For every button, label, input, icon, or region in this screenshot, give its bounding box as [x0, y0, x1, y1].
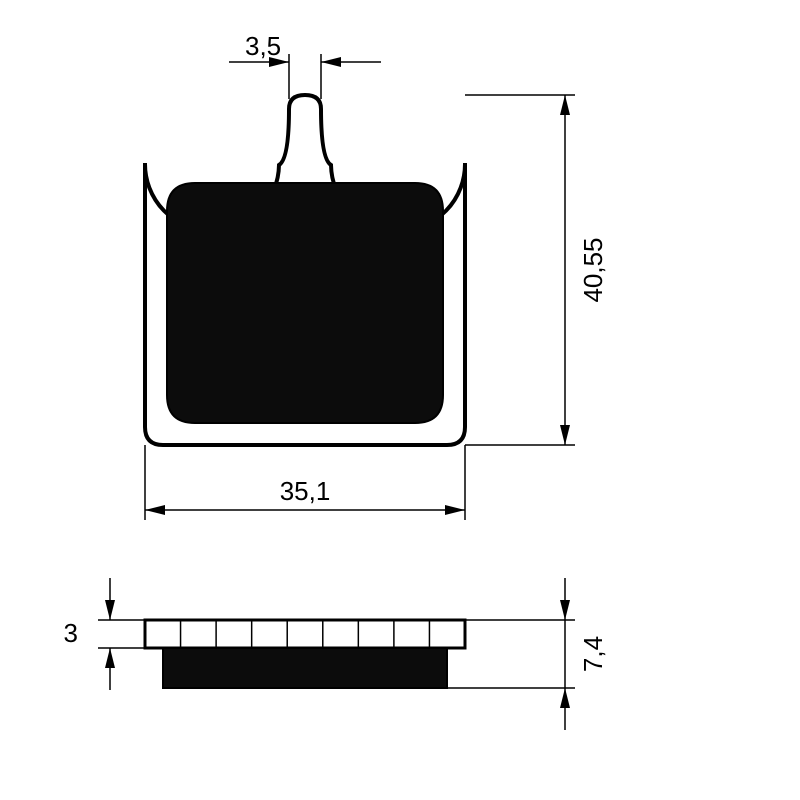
dim-width: 35,1 [280, 476, 331, 506]
friction-pad [167, 183, 443, 423]
side-backing-plate [145, 620, 465, 648]
dim-total-thk: 7,4 [578, 636, 608, 672]
technical-drawing: 3,5 40,55 35,1 3 7,4 [0, 0, 800, 800]
dim-backing-thk: 3 [64, 618, 78, 648]
dim-height: 40,55 [578, 237, 608, 302]
side-friction-pad [163, 648, 447, 688]
dim-tab-width: 3,5 [245, 31, 281, 61]
